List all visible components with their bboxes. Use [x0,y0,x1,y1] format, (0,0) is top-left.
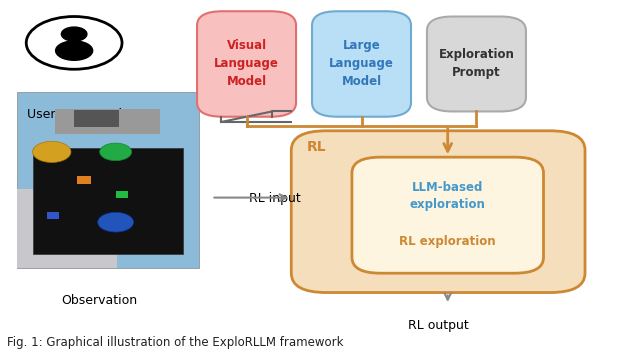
Circle shape [98,213,134,232]
Ellipse shape [56,41,93,60]
FancyBboxPatch shape [47,213,59,219]
FancyBboxPatch shape [352,157,543,273]
FancyBboxPatch shape [77,176,92,184]
Text: Visual
Language
Model: Visual Language Model [214,40,279,89]
FancyBboxPatch shape [17,189,116,268]
Text: Large
Language
Model: Large Language Model [329,40,394,89]
FancyBboxPatch shape [17,92,198,268]
Circle shape [100,143,132,161]
Text: Observation: Observation [61,294,138,307]
FancyBboxPatch shape [291,131,585,293]
FancyBboxPatch shape [74,110,119,127]
Text: Fig. 1: Graphical illustration of the ExploRLLM framework: Fig. 1: Graphical illustration of the Ex… [7,336,344,349]
Text: RL: RL [307,139,327,154]
Circle shape [33,141,71,162]
Circle shape [61,27,87,41]
FancyBboxPatch shape [427,17,526,112]
Text: RL input: RL input [250,192,301,205]
FancyBboxPatch shape [312,11,411,117]
Text: RL output: RL output [408,319,468,332]
FancyBboxPatch shape [197,11,296,117]
Circle shape [26,17,122,69]
Text: LLM-based
exploration: LLM-based exploration [410,181,486,211]
FancyBboxPatch shape [33,148,182,254]
Text: RL exploration: RL exploration [399,235,496,248]
FancyBboxPatch shape [55,109,161,134]
FancyBboxPatch shape [116,191,129,198]
Text: User command: User command [27,108,122,121]
Text: Exploration
Prompt: Exploration Prompt [438,48,515,79]
